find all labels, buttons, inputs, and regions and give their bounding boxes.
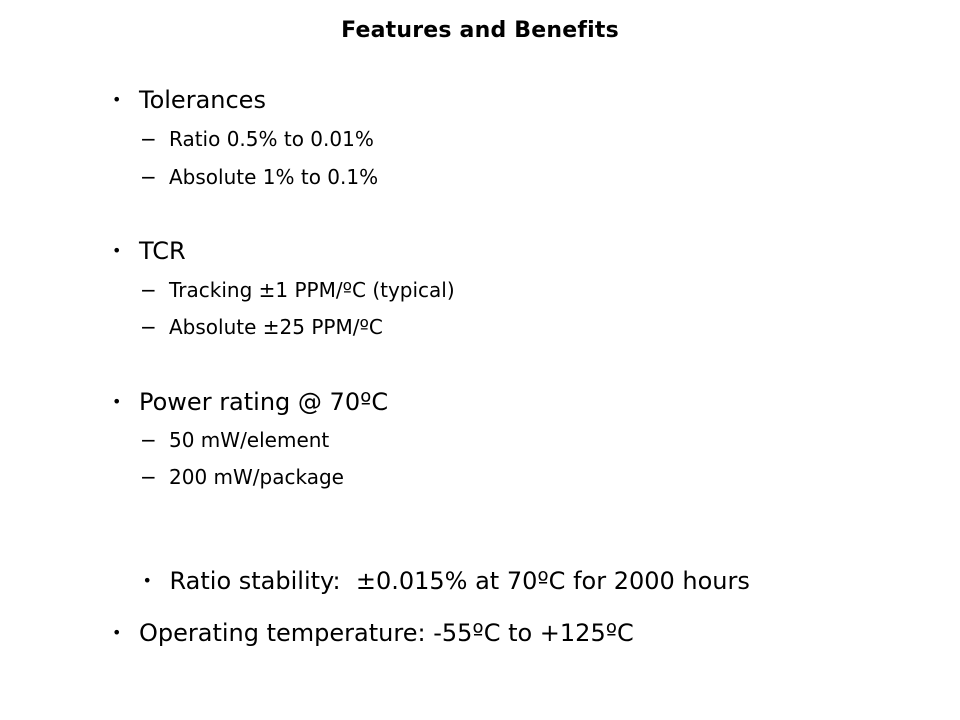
dash-icon: − <box>140 315 157 339</box>
bullet-icon: • <box>142 571 152 590</box>
dash-icon: − <box>140 127 157 151</box>
bullet-item-power-rating: • Power rating @ 70ºC <box>112 388 388 416</box>
dash-icon: − <box>140 278 157 302</box>
bullet-item-operating-temperature: • Operating temperature: -55ºC to +125ºC <box>112 619 634 647</box>
bullet-label: Power rating @ 70ºC <box>139 388 389 416</box>
subitem-label: 200 mW/package <box>169 465 344 489</box>
bullet-label: Operating temperature: -55ºC to +125ºC <box>139 619 634 647</box>
bullet-item-ratio-stability: • Ratio stability: ±0.015% at 70ºC for 20… <box>112 539 750 623</box>
bullet-label: TCR <box>139 237 186 265</box>
subitem-label: Absolute 1% to 0.1% <box>169 165 379 189</box>
bullet-icon: • <box>112 392 122 411</box>
dash-icon: − <box>140 428 157 452</box>
subitem-label: Tracking ±1 PPM/ºC (typical) <box>169 278 455 302</box>
subitem-label: Absolute ±25 PPM/ºC <box>169 315 383 339</box>
subitem-absolute-tcr: − Absolute ±25 PPM/ºC <box>140 315 383 339</box>
bullet-item-tolerances: • Tolerances <box>112 86 266 114</box>
bullet-icon: • <box>112 241 122 260</box>
slide-title: Features and Benefits <box>341 18 619 43</box>
subitem-label: 50 mW/element <box>169 428 330 452</box>
subitem-label: Ratio 0.5% to 0.01% <box>169 127 374 151</box>
dash-icon: − <box>140 465 157 489</box>
subitem-power-package: −200 mW/package <box>140 465 344 489</box>
bullet-icon: • <box>112 90 122 109</box>
subitem-power-element: −50 mW/element <box>140 428 329 452</box>
bullet-icon: • <box>112 623 122 642</box>
bullet-label: Ratio stability: ±0.015% at 70ºC for 200… <box>169 567 750 595</box>
subitem-ratio-tolerance: − Ratio 0.5% to 0.01% <box>140 127 374 151</box>
subitem-absolute-tolerance: − Absolute 1% to 0.1% <box>140 165 378 189</box>
bullet-label: Tolerances <box>139 86 266 114</box>
dash-icon: − <box>140 165 157 189</box>
bullet-item-tcr: • TCR <box>112 237 186 265</box>
subitem-tracking-tcr: − Tracking ±1 PPM/ºC (typical) <box>140 278 455 302</box>
